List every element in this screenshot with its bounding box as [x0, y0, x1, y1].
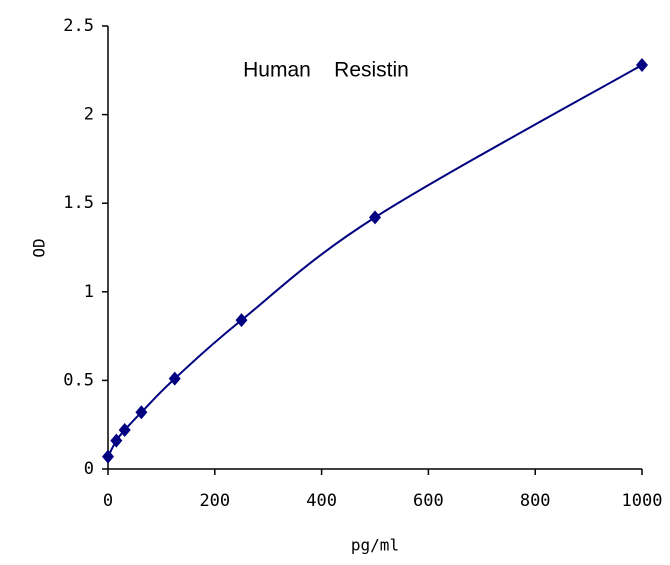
y-tick-label: 2: [84, 105, 94, 125]
point: [102, 449, 114, 464]
point: [636, 57, 648, 72]
y-tick-label: 1: [84, 282, 94, 302]
chart-title: Human Resistin: [243, 59, 409, 82]
x-tick-label: 0: [103, 491, 113, 511]
y-axis-label: OD: [30, 238, 49, 257]
y-tick-label: 0.5: [63, 370, 94, 390]
x-tick-label: 1000: [622, 491, 663, 511]
x-axis-label: pg/ml: [351, 536, 399, 555]
y-tick-label: 1.5: [63, 193, 94, 213]
y-tick-label: 2.5: [63, 16, 94, 36]
point: [118, 423, 131, 438]
point: [235, 313, 248, 328]
x-tick-label: 200: [199, 491, 230, 511]
x-tick-label: 600: [413, 491, 444, 511]
x-tick-label: 400: [306, 491, 337, 511]
x-tick-label: 800: [520, 491, 551, 511]
curve: [107, 64, 643, 458]
point: [135, 405, 148, 420]
point: [110, 433, 123, 448]
point: [369, 210, 381, 225]
point: [168, 371, 181, 386]
y-tick-label: 0: [84, 459, 94, 479]
